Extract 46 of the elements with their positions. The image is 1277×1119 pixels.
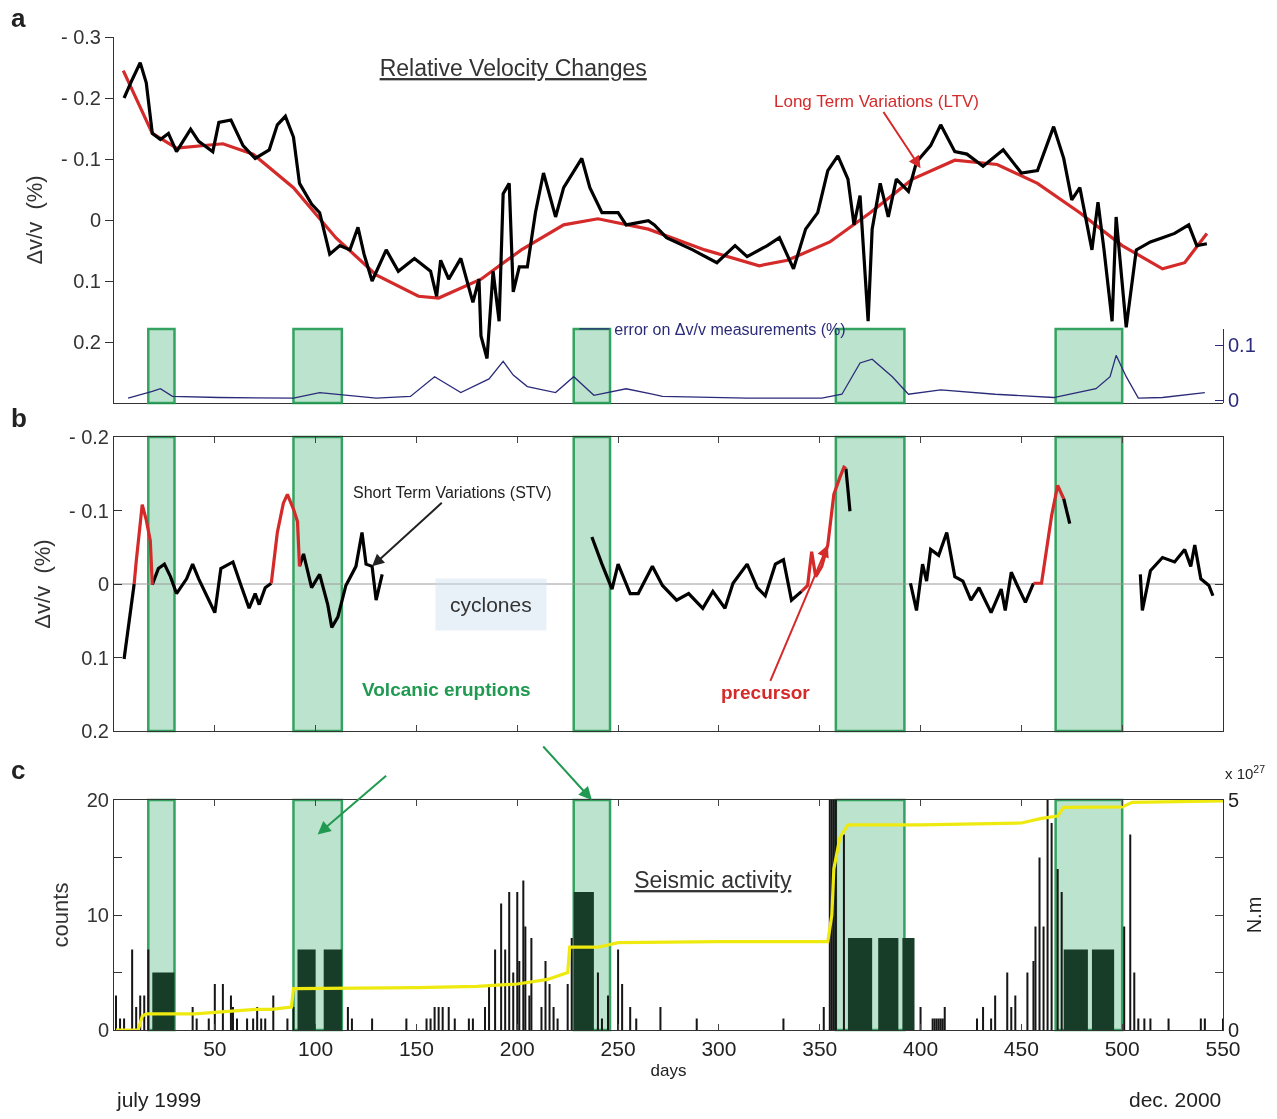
y-tick-label: 0.1: [81, 646, 109, 669]
y-tick-label: 0.1: [73, 270, 101, 292]
y-axis-title: Δv/v (%): [21, 175, 47, 265]
x-tick-label: 250: [600, 1037, 636, 1061]
x-tick-label: 300: [701, 1037, 737, 1061]
text: x 10$^{27}$: [1225, 763, 1266, 783]
x-tick-label: 550: [1205, 1037, 1241, 1061]
annotation: precursor: [721, 682, 811, 703]
x-axis-title: days: [650, 1060, 687, 1080]
x-tick-label: 500: [1104, 1037, 1140, 1061]
y-tick-label: - 0.2: [68, 426, 109, 448]
x-tick-label: 450: [1003, 1037, 1039, 1061]
y-tick-label: 0: [97, 573, 109, 595]
y-tick-label: 10: [86, 904, 109, 926]
y-tick-label: 0.2: [81, 720, 109, 742]
text: c: [11, 755, 26, 785]
y-tick-label: - 0.1: [60, 148, 101, 170]
y-tick-label: 20: [86, 789, 109, 811]
text: Relative Velocity Changes: [379, 55, 647, 82]
y-tick-label: 0.2: [73, 331, 101, 353]
annotation: cyclones: [450, 593, 532, 616]
y-tick-label: 0: [97, 1019, 109, 1041]
x-tick-label: 350: [802, 1037, 838, 1061]
text: b: [11, 403, 27, 433]
x-tick-label: 150: [398, 1037, 434, 1061]
annotation: Short Term Variations (STV): [353, 484, 552, 501]
y-axis-title: counts: [47, 882, 73, 948]
text: a: [11, 3, 26, 33]
text: Seismic activity: [634, 867, 792, 894]
text: dec. 2000: [1129, 1088, 1222, 1111]
y-tick-label: - 0.2: [60, 87, 101, 109]
y-tick-label: 0: [89, 209, 101, 231]
x-tick-label: 400: [903, 1037, 939, 1061]
y-axis-title: Δv/v (%): [29, 539, 55, 629]
x-tick-label: 50: [203, 1037, 227, 1061]
annotation: Long Term Variations (LTV): [774, 92, 980, 111]
y2-tick-label: 5: [1228, 789, 1240, 811]
x-tick-label: 200: [499, 1037, 535, 1061]
x-tick-label: 100: [298, 1037, 334, 1061]
annotation: Volcanic eruptions: [362, 679, 531, 700]
legend-label: error on Δv/v measurements (%): [614, 321, 846, 339]
y-tick-label: - 0.3: [60, 26, 101, 48]
y-tick-label: - 0.1: [68, 499, 109, 522]
y2-axis-title: N.m: [1242, 896, 1265, 934]
y-tick-label: 0.1: [1228, 334, 1256, 357]
text: july 1999: [116, 1088, 202, 1111]
